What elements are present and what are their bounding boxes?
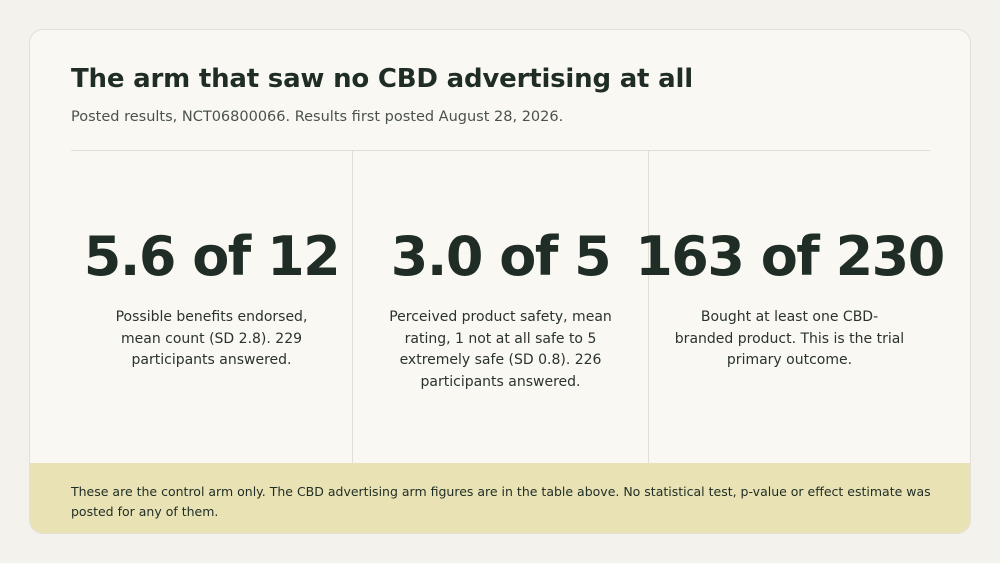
stat-value: 5.6 of 12 — [83, 225, 341, 288]
results-card: The arm that saw no CBD advertising at a… — [29, 29, 971, 534]
stat-benefits: 5.6 of 12 Possible benefits endorsed, me… — [71, 151, 352, 463]
stat-value: 3.0 of 5 — [390, 225, 612, 288]
stats-row: 5.6 of 12 Possible benefits endorsed, me… — [71, 151, 945, 463]
header-divider — [71, 150, 930, 151]
footer-note: These are the control arm only. The CBD … — [30, 463, 970, 533]
stat-description: Possible benefits endorsed, mean count (… — [115, 309, 308, 368]
stat-value: 163 of 230 — [635, 225, 945, 288]
stat-purchase: 163 of 230 Bought at least one CBD-brand… — [635, 151, 945, 463]
stat-safety: 3.0 of 5 Perceived product safety, mean … — [352, 151, 648, 463]
stat-description: Bought at least one CBD-branded product.… — [674, 309, 905, 368]
stat-description: Perceived product safety, mean rating, 1… — [389, 309, 612, 390]
card-title: The arm that saw no CBD advertising at a… — [71, 64, 693, 94]
card-subtitle: Posted results, NCT06800066. Results fir… — [71, 109, 564, 125]
